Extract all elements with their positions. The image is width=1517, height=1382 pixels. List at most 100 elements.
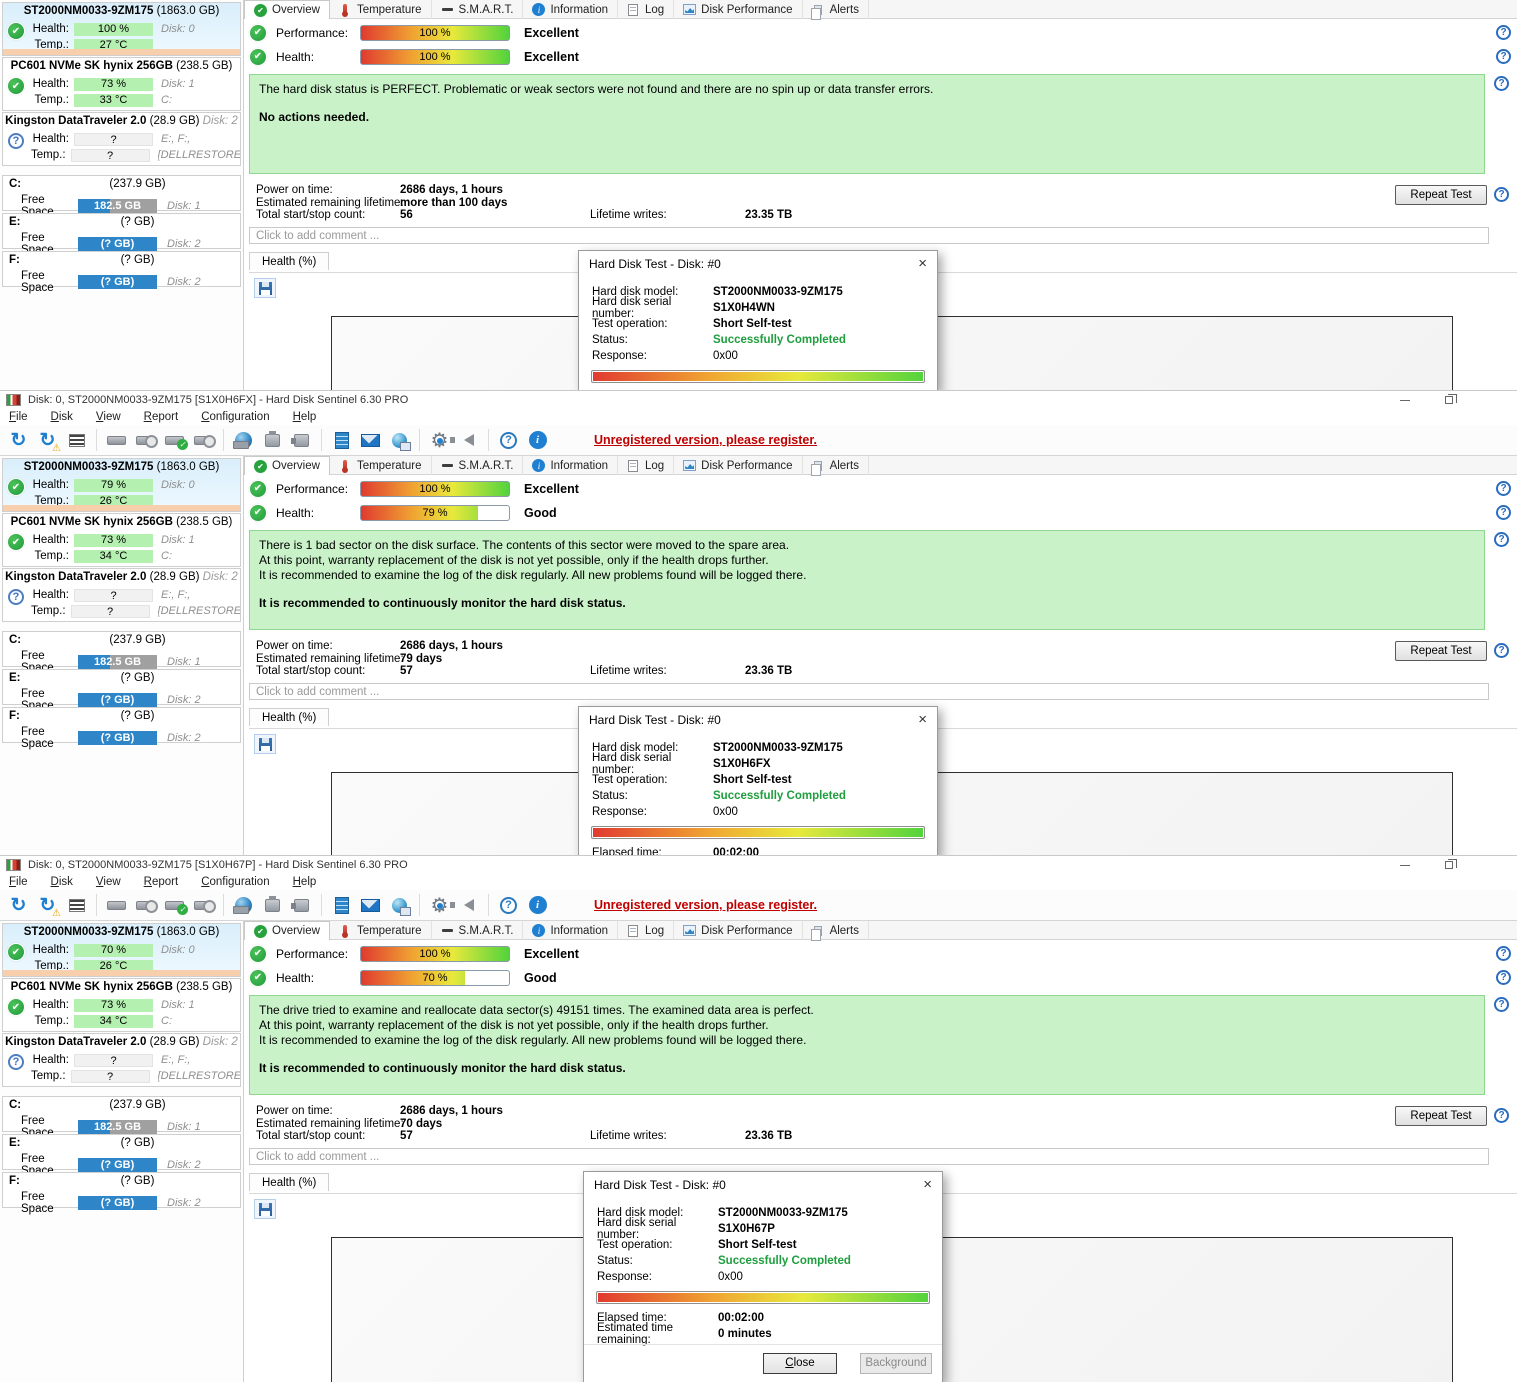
tab[interactable]: Overview xyxy=(244,921,330,940)
save-chart-button[interactable] xyxy=(254,1199,276,1219)
disk-search-icon[interactable] xyxy=(191,893,216,917)
comment-input[interactable] xyxy=(249,1148,1489,1165)
tab[interactable]: Disk Performance xyxy=(674,0,803,19)
tab[interactable]: S.M.A.R.T. xyxy=(432,0,524,19)
restore-icon[interactable] xyxy=(1443,859,1457,871)
disk-list-item[interactable]: ST2000NM0033-9ZM175 (1863.0 GB) Health: … xyxy=(2,458,241,512)
close-button[interactable]: Close xyxy=(763,1353,837,1374)
tab[interactable]: Alerts xyxy=(803,456,869,476)
help-icon[interactable] xyxy=(1494,1108,1509,1123)
menu-item[interactable]: View xyxy=(95,411,121,423)
info-circle-icon[interactable] xyxy=(525,428,550,452)
disk-globe-icon[interactable] xyxy=(231,893,256,917)
menu-item[interactable]: Disk xyxy=(50,876,73,888)
notes-icon[interactable] xyxy=(329,428,354,452)
help-icon[interactable] xyxy=(1496,970,1511,985)
disk-list-item[interactable]: ST2000NM0033-9ZM175 (1863.0 GB) Health: … xyxy=(2,2,241,56)
menu-item[interactable]: View xyxy=(95,876,121,888)
network-icon[interactable] xyxy=(387,893,412,917)
repeat-test-button[interactable]: Repeat Test xyxy=(1395,641,1487,661)
menu-item[interactable]: Help xyxy=(292,876,317,888)
disk-check-icon[interactable] xyxy=(162,893,188,917)
tab[interactable]: Log xyxy=(618,0,675,19)
info-circle-icon[interactable] xyxy=(525,893,550,917)
tab[interactable]: Disk Performance xyxy=(674,921,803,940)
speaker-icon[interactable] xyxy=(449,428,481,452)
mail-icon[interactable] xyxy=(358,893,383,917)
menu-item[interactable]: Configuration xyxy=(201,876,270,888)
comment-input[interactable] xyxy=(249,227,1489,244)
minimize-icon[interactable] xyxy=(1399,859,1411,871)
disk-list-item[interactable]: Kingston DataTraveler 2.0 (28.9 GB) Disk… xyxy=(2,112,241,166)
disk-eject-icon[interactable] xyxy=(260,428,285,452)
dialog-close-icon[interactable]: × xyxy=(918,255,927,272)
unregistered-notice[interactable]: Unregistered version, please register. xyxy=(594,433,818,447)
disk-plug-icon[interactable] xyxy=(289,893,314,917)
unregistered-notice[interactable]: Unregistered version, please register. xyxy=(594,898,818,912)
gear-icon[interactable] xyxy=(427,893,452,917)
report-icon[interactable] xyxy=(64,428,89,452)
partition-item[interactable]: C: (237.9 GB) Free Space 182.5 GB Disk: … xyxy=(2,175,241,218)
tab[interactable]: Temperature xyxy=(330,921,432,940)
tab[interactable]: S.M.A.R.T. xyxy=(432,921,524,940)
disk-search-icon[interactable] xyxy=(191,428,216,452)
partition-item[interactable]: E: (? GB) Free Space (? GB) Disk: 2 xyxy=(2,669,241,712)
gear-icon[interactable] xyxy=(427,428,452,452)
help-circle-icon[interactable] xyxy=(496,428,521,452)
tab[interactable]: Log xyxy=(618,456,675,475)
refresh-alert-icon[interactable] xyxy=(35,428,61,454)
menu-item[interactable]: Disk xyxy=(50,411,73,423)
tab[interactable]: Overview xyxy=(244,456,330,475)
close-icon[interactable] xyxy=(1487,394,1499,406)
disk-list-item[interactable]: Kingston DataTraveler 2.0 (28.9 GB) Disk… xyxy=(2,1033,241,1087)
tab[interactable]: Alerts xyxy=(803,0,869,20)
menu-item[interactable]: Report xyxy=(143,876,179,888)
help-icon[interactable] xyxy=(1494,997,1509,1012)
background-button[interactable]: Background xyxy=(860,1353,932,1374)
partition-item[interactable]: F: (? GB) Free Space (? GB) Disk: 2 xyxy=(2,1172,241,1215)
help-icon[interactable] xyxy=(1496,481,1511,496)
dialog-close-icon[interactable]: × xyxy=(923,1176,932,1193)
disk-list-item[interactable]: ST2000NM0033-9ZM175 (1863.0 GB) Health: … xyxy=(2,923,241,977)
help-icon[interactable] xyxy=(1496,25,1511,40)
disk-icon[interactable] xyxy=(104,893,129,917)
dialog-close-icon[interactable]: × xyxy=(918,711,927,728)
tab[interactable]: S.M.A.R.T. xyxy=(432,456,524,475)
title-bar[interactable]: Disk: 0, ST2000NM0033-9ZM175 [S1X0H67P] … xyxy=(0,856,1517,874)
help-icon[interactable] xyxy=(1496,49,1511,64)
disk-clock-icon[interactable] xyxy=(133,428,158,452)
partition-item[interactable]: F: (? GB) Free Space (? GB) Disk: 2 xyxy=(2,251,241,294)
title-bar[interactable]: Disk: 0, ST2000NM0033-9ZM175 [S1X0H6FX] … xyxy=(0,391,1517,409)
tab[interactable]: Temperature xyxy=(330,456,432,475)
help-icon[interactable] xyxy=(1496,505,1511,520)
disk-eject-icon[interactable] xyxy=(260,893,285,917)
repeat-test-button[interactable]: Repeat Test xyxy=(1395,185,1487,205)
health-chart-tab[interactable]: Health (%) xyxy=(249,252,330,270)
disk-list-item[interactable]: PC601 NVMe SK hynix 256GB (238.5 GB) Hea… xyxy=(2,513,241,567)
partition-item[interactable]: F: (? GB) Free Space (? GB) Disk: 2 xyxy=(2,707,241,750)
help-icon[interactable] xyxy=(1494,532,1509,547)
refresh-alert-icon[interactable] xyxy=(35,893,61,919)
help-icon[interactable] xyxy=(1494,187,1509,202)
disk-plug-icon[interactable] xyxy=(289,428,314,452)
restore-icon[interactable] xyxy=(1443,394,1457,406)
menu-item[interactable]: File xyxy=(9,876,28,888)
refresh-icon[interactable] xyxy=(6,428,31,452)
save-chart-button[interactable] xyxy=(254,734,276,754)
close-icon[interactable] xyxy=(1487,859,1499,871)
disk-list-item[interactable]: PC601 NVMe SK hynix 256GB (238.5 GB) Hea… xyxy=(2,978,241,1032)
help-icon[interactable] xyxy=(1494,643,1509,658)
notes-icon[interactable] xyxy=(329,893,354,917)
network-icon[interactable] xyxy=(387,428,412,452)
menu-item[interactable]: Help xyxy=(292,411,317,423)
mail-icon[interactable] xyxy=(358,428,383,452)
disk-check-icon[interactable] xyxy=(162,428,188,452)
health-chart-tab[interactable]: Health (%) xyxy=(249,708,330,726)
disk-globe-icon[interactable] xyxy=(231,428,256,452)
help-icon[interactable] xyxy=(1496,946,1511,961)
tab[interactable]: Alerts xyxy=(803,921,869,941)
help-icon[interactable] xyxy=(1494,76,1509,91)
comment-input[interactable] xyxy=(249,683,1489,700)
tab[interactable]: Information xyxy=(523,921,618,940)
tab[interactable]: Log xyxy=(618,921,675,940)
